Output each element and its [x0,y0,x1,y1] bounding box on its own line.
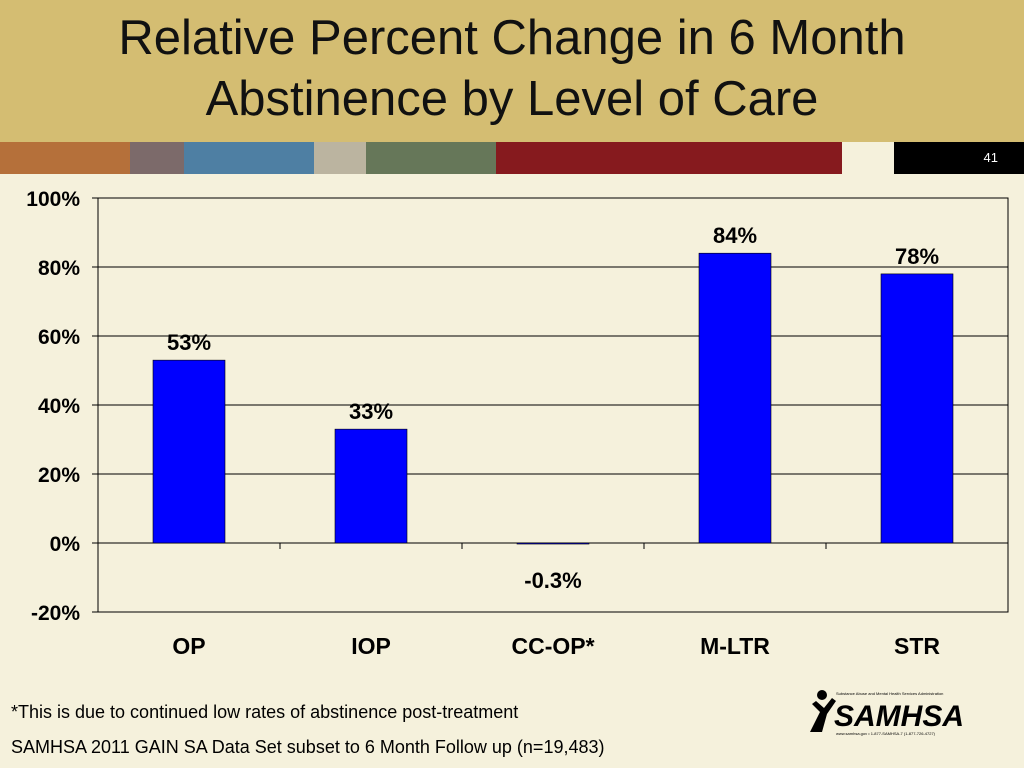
data-label: 78% [895,244,939,269]
y-tick-label: 20% [38,464,80,487]
slide-title-line1: Relative Percent Change in 6 Month [118,11,906,65]
bar-chart: -20% 0% 20% 40% 60% 80% 100% OP IOP CC-OP* M-LTR S… [26,188,1009,659]
title-banner: Relative Percent Change in 6 Month Absti… [0,0,1024,142]
slide-title: Relative Percent Change in 6 Month Absti… [0,8,1024,130]
source-note: SAMHSA 2011 GAIN SA Data Set subset to 6… [11,737,605,757]
stripe-segment [130,142,184,174]
bar [516,542,590,545]
footnote: *This is due to continued low rates of a… [11,702,519,722]
y-tick-label: 0% [50,533,81,556]
data-label: 84% [713,223,757,248]
stripe-segment [366,142,496,174]
person-figure-icon [810,690,836,732]
y-tick-label: 40% [38,395,80,418]
y-tick-label: 80% [38,257,80,280]
x-axis: OP IOP CC-OP* M-LTR STR [97,543,1009,659]
stripe-segment [0,142,130,174]
slide-title-line2: Abstinence by Level of Care [205,72,819,126]
x-category-label: CC-OP* [511,633,594,659]
bar [698,252,772,544]
data-label: 53% [167,330,211,355]
data-label: 33% [349,399,393,424]
y-axis: -20% 0% 20% 40% 60% 80% 100% [26,188,98,625]
stripe-segment [314,142,366,174]
logo-wordmark: SAMHSA [834,700,964,733]
x-category-label: OP [172,633,205,659]
bar [152,359,226,544]
stripe-segment [496,142,842,174]
stripe-segment [184,142,314,174]
gridlines [97,197,1009,613]
slide-number: 41 [983,150,998,165]
y-tick-label: -20% [31,602,80,625]
stripe-segment [894,142,1024,174]
bar [334,428,408,544]
stripe-segment [842,142,894,174]
y-tick-label: 60% [38,326,80,349]
bar [880,273,954,544]
color-stripe [0,142,1024,174]
samhsa-logo: Substance Abuse and Mental Health Servic… [810,690,964,736]
data-labels: 53% 33% -0.3% 84% 78% [167,223,939,593]
x-category-label: M-LTR [700,633,770,659]
bars [152,252,954,545]
x-category-label: STR [894,633,940,659]
logo-tagline: Substance Abuse and Mental Health Servic… [836,691,943,696]
data-label: -0.3% [524,568,581,593]
y-tick-label: 100% [26,188,80,211]
logo-contact: www.samhsa.gov • 1-877-SAMHSA-7 (1-877-7… [836,731,936,736]
x-category-label: IOP [351,633,391,659]
